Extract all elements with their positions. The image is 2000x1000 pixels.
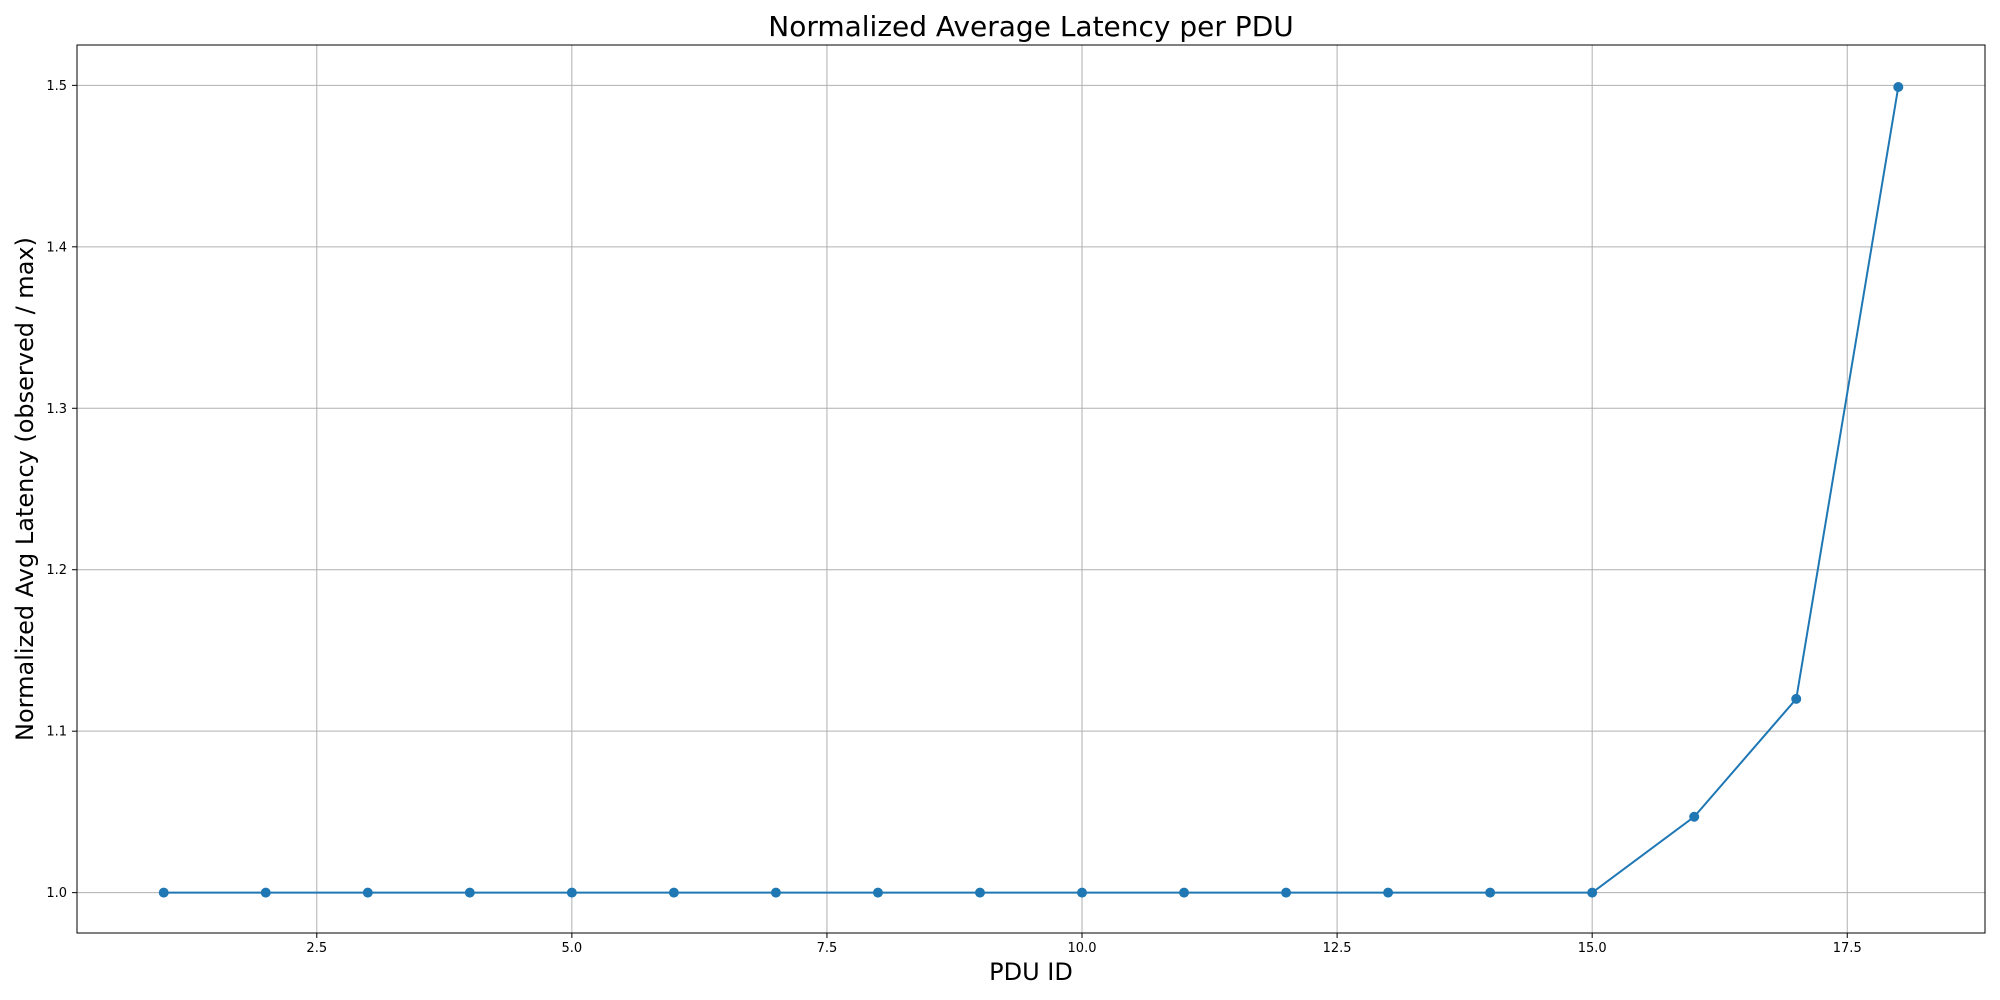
data-point: [1689, 811, 1700, 822]
x-tick-label: 15.0: [1578, 941, 1607, 956]
data-point: [1587, 887, 1598, 898]
y-axis-label: Normalized Avg Latency (observed / max): [11, 237, 39, 741]
data-point: [158, 887, 169, 898]
x-tick-label: 5.0: [562, 941, 583, 956]
data-point: [668, 887, 679, 898]
data-point: [872, 887, 883, 898]
data-point: [974, 887, 985, 898]
y-tick-label: 1.3: [46, 402, 67, 417]
y-tick-label: 1.5: [46, 79, 67, 94]
x-axis-label: PDU ID: [989, 958, 1073, 986]
y-tick-label: 1.2: [46, 563, 67, 578]
x-tick-label: 12.5: [1323, 941, 1352, 956]
data-point: [1791, 693, 1802, 704]
x-tick-label: 7.5: [817, 941, 838, 956]
data-point: [1077, 887, 1088, 898]
y-tick-label: 1.0: [46, 886, 67, 901]
data-point: [260, 887, 271, 898]
data-point: [362, 887, 373, 898]
x-tick-label: 17.5: [1833, 941, 1862, 956]
data-point: [464, 887, 475, 898]
data-point: [1893, 81, 1904, 92]
plot-frame: [76, 44, 1986, 934]
data-point: [1281, 887, 1292, 898]
x-tick-label: 2.5: [306, 941, 327, 956]
x-tick-label: 10.0: [1068, 941, 1097, 956]
y-tick-label: 1.1: [46, 725, 67, 740]
data-point: [1383, 887, 1394, 898]
data-point: [1485, 887, 1496, 898]
axis-ticks: 2.5 5.0 7.5 10.0 12.5 15.0 17.5 1.0 1.1 1.2 1.3 1.4…: [46, 79, 1861, 956]
data-point: [1179, 887, 1190, 898]
series-line: [163, 86, 1900, 894]
data-point: [770, 887, 781, 898]
series-layer: [158, 81, 1904, 898]
data-point: [566, 887, 577, 898]
chart-title: Normalized Average Latency per PDU: [768, 10, 1294, 43]
y-tick-label: 1.4: [46, 240, 67, 255]
grid: [77, 45, 1985, 933]
